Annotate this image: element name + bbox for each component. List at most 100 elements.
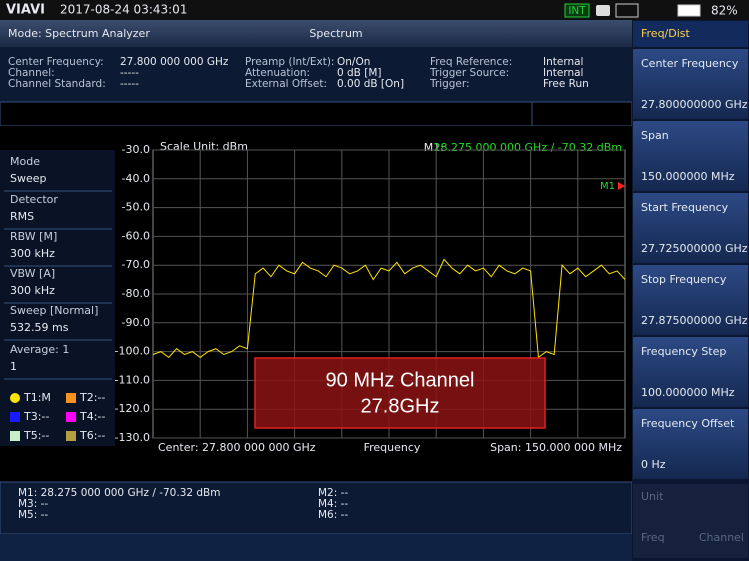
battery-icon bbox=[677, 4, 701, 17]
softkey[interactable] bbox=[633, 265, 748, 335]
trace-label: T1:M bbox=[23, 391, 51, 404]
trace-label: T3:-- bbox=[23, 410, 49, 423]
softkey-value: 27.800000000 GHz bbox=[641, 98, 748, 111]
y-tick-label: -70.0 bbox=[122, 258, 150, 271]
info-label: Trigger: bbox=[429, 78, 470, 90]
info-value: ----- bbox=[120, 67, 139, 79]
sidebar-value: 300 kHz bbox=[10, 284, 55, 297]
softkey-value: 0 Hz bbox=[641, 458, 666, 471]
y-tick-label: -40.0 bbox=[122, 172, 150, 185]
annotation-line: 27.8GHz bbox=[361, 395, 440, 417]
menu-title: Freq/Dist bbox=[641, 27, 691, 40]
title: Spectrum bbox=[309, 27, 362, 40]
info-value: 27.800 000 000 GHz bbox=[120, 56, 229, 68]
annotation-line: 90 MHz Channel bbox=[326, 369, 475, 391]
sidebar-value: 300 kHz bbox=[10, 247, 55, 260]
int-badge bbox=[564, 3, 590, 18]
y-tick-label: -90.0 bbox=[122, 316, 150, 329]
softkey-label: Frequency Step bbox=[641, 345, 726, 358]
info-label: Channel: bbox=[8, 67, 55, 79]
info-label: Trigger Source: bbox=[429, 67, 509, 79]
trace-swatch bbox=[66, 393, 76, 403]
sidebar-label: RBW [M] bbox=[10, 230, 57, 243]
y-tick-label: -130.0 bbox=[115, 431, 150, 444]
status-row bbox=[0, 101, 633, 127]
softkey-label: Freq bbox=[641, 531, 665, 544]
brand: VIAVI bbox=[6, 3, 45, 18]
info-value: 0 dB [M] bbox=[337, 67, 381, 79]
softkey[interactable] bbox=[633, 193, 748, 263]
info-panel bbox=[0, 47, 632, 102]
sidebar-label: Average: 1 bbox=[10, 343, 69, 356]
y-tick-label: -100.0 bbox=[115, 345, 150, 358]
x-center-label: Center: 27.800 000 000 GHz bbox=[158, 441, 316, 454]
x-axis-label: Frequency bbox=[364, 441, 421, 454]
info-value: Free Run bbox=[543, 78, 589, 90]
info-label: Freq Reference: bbox=[430, 56, 512, 68]
softkey-label: Unit bbox=[641, 490, 664, 503]
marker-entry: M6: -- bbox=[318, 509, 348, 521]
trace-swatch bbox=[66, 431, 76, 441]
sidebar-label: Mode bbox=[10, 155, 40, 168]
softkey-label: Stop Frequency bbox=[641, 273, 727, 286]
trace-swatch bbox=[10, 393, 20, 403]
header bbox=[0, 20, 632, 47]
sidebar-value: RMS bbox=[10, 210, 34, 223]
softkey-value: 27.875000000 GHz bbox=[641, 314, 748, 327]
menu-tab bbox=[633, 21, 748, 47]
info-label: Attenuation: bbox=[245, 67, 310, 79]
info-value: On/On bbox=[337, 56, 370, 68]
softkey[interactable] bbox=[633, 49, 748, 119]
sidebar-label: VBW [A] bbox=[10, 267, 55, 280]
softkey-value: 27.725000000 GHz bbox=[641, 242, 748, 255]
top-bar bbox=[0, 0, 749, 20]
info-value: Internal bbox=[543, 56, 583, 68]
sidebar-value: 1 bbox=[10, 360, 17, 373]
marker-arrow bbox=[618, 182, 625, 190]
trace-swatch bbox=[66, 412, 76, 422]
info-label: External Offset: bbox=[245, 78, 327, 90]
marker-entry: M3: -- bbox=[18, 498, 48, 510]
softkey-value: 150.000000 MHz bbox=[641, 170, 735, 183]
trace-label: T6:-- bbox=[79, 429, 105, 442]
marker-value: 28.275 000 000 GHz / -70.32 dBm bbox=[434, 141, 622, 154]
sidebar-label: Sweep [Normal] bbox=[10, 304, 98, 317]
y-tick-label: -60.0 bbox=[122, 229, 150, 242]
softkey[interactable] bbox=[633, 337, 748, 407]
x-span-label: Span: 150.000 000 MHz bbox=[490, 441, 622, 454]
bottom-bar bbox=[0, 534, 632, 561]
datetime: 2017-08-24 03:43:01 bbox=[60, 3, 187, 17]
trace-label: T5:-- bbox=[23, 429, 49, 442]
sidebar-value: 532.59 ms bbox=[10, 321, 69, 334]
softkey-disabled[interactable] bbox=[633, 484, 748, 558]
trace-label: T4:-- bbox=[79, 410, 105, 423]
trace-swatch bbox=[10, 431, 20, 441]
info-label: Channel Standard: bbox=[8, 78, 106, 90]
info-value: 0.00 dB [On] bbox=[337, 78, 404, 90]
softkey-value: 100.000000 MHz bbox=[641, 386, 735, 399]
softkey[interactable] bbox=[633, 121, 748, 191]
softkey[interactable] bbox=[633, 409, 748, 479]
marker-entry: M4: -- bbox=[318, 498, 348, 510]
info-label: Center Frequency: bbox=[8, 56, 104, 68]
sidebar-label: Detector bbox=[10, 193, 58, 206]
marker-entry: M1: 28.275 000 000 GHz / -70.32 dBm bbox=[18, 487, 221, 499]
marker-entry: M5: -- bbox=[18, 509, 48, 521]
softkey-label: Span bbox=[641, 129, 669, 142]
y-tick-label: -30.0 bbox=[122, 143, 150, 156]
softkey-label: Channel bbox=[699, 531, 744, 544]
annotation-box bbox=[254, 357, 546, 429]
y-tick-label: -110.0 bbox=[115, 373, 150, 386]
trace bbox=[152, 258, 626, 359]
mode: Mode: Spectrum Analyzer bbox=[8, 27, 150, 40]
softkey-label: Frequency Offset bbox=[641, 417, 735, 430]
marker-label: M1: bbox=[424, 141, 444, 154]
softkey-label: Center Frequency bbox=[641, 57, 739, 70]
icon bbox=[596, 5, 610, 16]
info-value: Internal bbox=[543, 67, 583, 79]
trace-swatch bbox=[10, 412, 20, 422]
sidebar-value: Sweep bbox=[10, 172, 47, 185]
usb-icon bbox=[615, 3, 639, 18]
int-label: INT bbox=[568, 5, 586, 17]
